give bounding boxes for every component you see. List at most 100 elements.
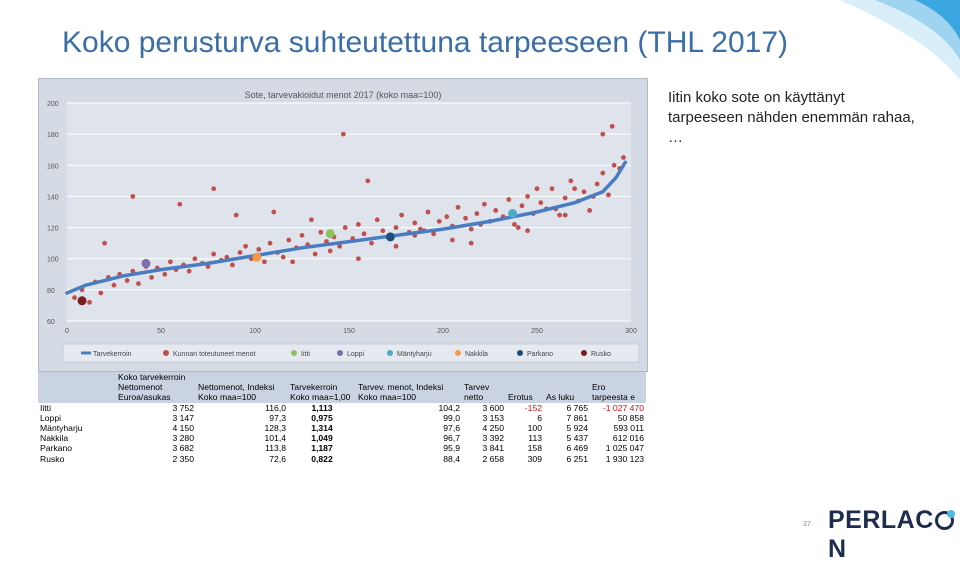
x-tick-label: 200: [437, 328, 449, 335]
table-cell: -152: [524, 402, 542, 413]
scatter-point: [365, 178, 371, 184]
scatter-point: [380, 228, 386, 234]
scatter-point: [233, 212, 239, 218]
table-cell: 309: [527, 453, 542, 464]
plot-area: [67, 103, 631, 321]
table-cell: 96,7: [443, 433, 460, 444]
scatter-point: [393, 225, 399, 230]
table-cell: 1,187: [311, 443, 333, 454]
scatter-point: [549, 186, 555, 192]
table-cell: 1 930 123: [605, 453, 644, 464]
scatter-point: [412, 220, 418, 226]
scatter-point: [149, 275, 154, 280]
scatter-point: [162, 271, 168, 277]
slide-title: Koko perusturva suhteutettuna tarpeeseen…: [62, 26, 789, 59]
scatter-point: [581, 189, 587, 195]
table-cell: 7 861: [566, 412, 588, 423]
legend-marker: [455, 350, 461, 356]
scatter-point: [431, 231, 436, 237]
table-header-cell: Euroa/asukas: [116, 392, 196, 403]
x-tick-label: 0: [65, 328, 69, 335]
y-tick-label: 200: [47, 101, 59, 108]
table-header-cell: Erotus: [506, 392, 544, 403]
side-commentary: Iitin koko sote on käyttänyt tarpeeseen …: [668, 89, 915, 146]
table-header-cell: tarpeesta e: [590, 392, 646, 403]
table-cell: Iitti: [40, 402, 51, 413]
scatter-point: [425, 209, 431, 215]
table-header-cell: As luku: [544, 392, 590, 403]
scatter-point: [312, 251, 318, 257]
scatter-point: [568, 178, 574, 184]
table-cell: 4 150: [172, 423, 194, 434]
scatter-point: [374, 217, 380, 223]
table-cell: 3 752: [172, 402, 194, 413]
legend-marker: [387, 350, 393, 356]
highlight-point-mäntyharju: [508, 209, 518, 219]
scatter-point: [606, 192, 611, 198]
table-header-cell: [590, 372, 646, 383]
scatter-point: [594, 181, 600, 187]
table-header-cell: Nettomenot: [116, 382, 196, 393]
scatter-point: [538, 200, 544, 206]
table-cell: -1 027 470: [602, 402, 644, 413]
legend-label: Mäntyharju: [397, 351, 432, 358]
table-cell: 3 392: [482, 433, 504, 444]
table-cell: 88,4: [443, 453, 460, 464]
table-cell: 100: [527, 423, 542, 434]
scatter-point: [436, 218, 442, 224]
page-number: 37: [803, 521, 811, 528]
scatter-point: [557, 212, 562, 218]
scatter-point: [356, 222, 361, 227]
perlacon-logo: PERLACN: [828, 506, 960, 564]
scatter-point: [455, 204, 461, 210]
legend-label: Kunnan toteutuneet menot: [173, 351, 256, 358]
scatter-point: [600, 170, 606, 176]
table-cell: 97,3: [269, 412, 286, 423]
table-cell: Mäntyharju: [40, 423, 83, 434]
table-cell: 2 350: [172, 453, 194, 464]
scatter-point: [271, 209, 277, 215]
scatter-point: [393, 243, 399, 249]
data-table-container: Koko tarvekerroin Nettomenot Nettomenot, I…: [38, 372, 646, 478]
table-cell: 128,3: [264, 423, 286, 434]
table-header-cell: [356, 372, 462, 383]
table-cell: 612 016: [612, 433, 644, 444]
scatter-point: [130, 194, 136, 199]
scatter-point: [192, 256, 198, 262]
data-table: Koko tarvekerroin Nettomenot Nettomenot, I…: [38, 372, 646, 464]
scatter-point: [286, 237, 292, 243]
table-cell: 6 251: [566, 453, 588, 464]
table-header-cell: Tarvekerroin: [288, 382, 356, 393]
table-header-cell: [196, 372, 288, 383]
scatter-point: [102, 240, 107, 246]
scatter-point: [299, 232, 305, 238]
table-header-cell: Tarvev: [462, 382, 506, 393]
scatter-point: [327, 248, 333, 254]
table-cell: Rusko: [40, 453, 65, 464]
scatter-point: [237, 250, 243, 255]
highlight-point-iitti: [325, 229, 335, 239]
table-cell: 113,8: [265, 443, 286, 454]
table-cell: 101,4: [264, 433, 286, 444]
scatter-point: [72, 295, 77, 301]
table-cell: 1,049: [311, 433, 333, 444]
scatter-point: [562, 212, 568, 218]
scatter-point: [290, 259, 295, 265]
table-header-cell: netto: [462, 392, 506, 403]
table-cell: 97,6: [443, 423, 460, 434]
table-header-cell: [544, 372, 590, 383]
scatter-point: [600, 131, 606, 137]
table-header-cell: [38, 372, 116, 383]
trend-line: [65, 160, 628, 295]
legend-marker: [581, 350, 587, 356]
scatter-point: [267, 240, 273, 246]
scatter-point: [111, 282, 117, 288]
table-cell: 1,314: [311, 423, 333, 434]
scatter-point: [562, 195, 568, 201]
table-cell: 1 025 047: [605, 443, 644, 454]
table-cell: 158: [527, 443, 542, 454]
scatter-point: [525, 194, 530, 199]
scatter-point: [342, 225, 348, 230]
legend-marker: [291, 350, 297, 356]
table-header-cell: Koko maa=100: [356, 392, 462, 403]
